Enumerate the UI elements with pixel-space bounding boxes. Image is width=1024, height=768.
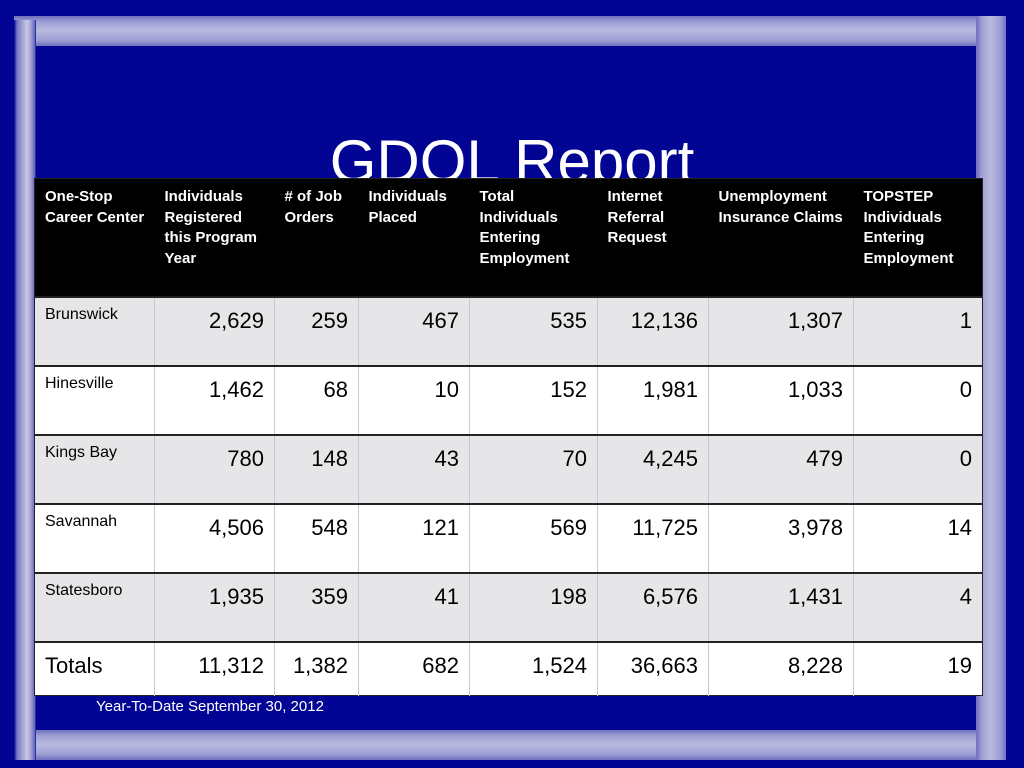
column-header-internet-referral: Internet Referral Request (597, 178, 709, 297)
frame-bottom-band (14, 730, 1006, 760)
topstep-cell: 1 (853, 296, 983, 366)
internet-referral-cell: 12,136 (597, 296, 709, 366)
column-header-center: One-Stop Career Center (34, 178, 155, 297)
report-date-note: Year-To-Date September 30, 2012 (96, 698, 324, 715)
table-row: Brunswick 2,629 259 467 535 12,136 1,307… (34, 296, 983, 366)
table-row: Kings Bay 780 148 43 70 4,245 479 0 (34, 434, 983, 504)
column-header-ui-claims: Unemployment Insurance Claims (708, 178, 854, 297)
placed-cell: 121 (358, 503, 470, 573)
column-header-placed: Individuals Placed (358, 178, 470, 297)
ui-claims-cell: 479 (708, 434, 854, 504)
job-orders-cell: 548 (274, 503, 359, 573)
topstep-total: 19 (853, 641, 983, 696)
ui-claims-cell: 1,033 (708, 365, 854, 435)
entering-employment-cell: 569 (469, 503, 598, 573)
table-row: Savannah 4,506 548 121 569 11,725 3,978 … (34, 503, 983, 573)
job-orders-cell: 259 (274, 296, 359, 366)
column-header-topstep: TOPSTEP Individuals Entering Employment (853, 178, 983, 297)
topstep-cell: 0 (853, 434, 983, 504)
table-row: Hinesville 1,462 68 10 152 1,981 1,033 0 (34, 365, 983, 435)
entering-employment-cell: 70 (469, 434, 598, 504)
entering-employment-total: 1,524 (469, 641, 598, 696)
ui-claims-cell: 3,978 (708, 503, 854, 573)
job-orders-cell: 148 (274, 434, 359, 504)
center-name-cell: Statesboro (34, 572, 155, 642)
topstep-cell: 4 (853, 572, 983, 642)
internet-referral-total: 36,663 (597, 641, 709, 696)
internet-referral-cell: 6,576 (597, 572, 709, 642)
registered-cell: 1,935 (154, 572, 275, 642)
topstep-cell: 0 (853, 365, 983, 435)
frame-left-band (14, 20, 36, 760)
center-name-cell: Hinesville (34, 365, 155, 435)
totals-row: Totals 11,312 1,382 682 1,524 36,663 8,2… (34, 641, 983, 696)
ui-claims-cell: 1,307 (708, 296, 854, 366)
totals-label: Totals (34, 641, 155, 696)
topstep-cell: 14 (853, 503, 983, 573)
internet-referral-cell: 4,245 (597, 434, 709, 504)
center-name-cell: Savannah (34, 503, 155, 573)
registered-cell: 4,506 (154, 503, 275, 573)
column-header-registered: Individuals Registered this Program Year (154, 178, 275, 297)
placed-cell: 467 (358, 296, 470, 366)
center-name-cell: Brunswick (34, 296, 155, 366)
registered-cell: 780 (154, 434, 275, 504)
entering-employment-cell: 198 (469, 572, 598, 642)
registered-cell: 1,462 (154, 365, 275, 435)
frame-top-band (14, 16, 1006, 46)
internet-referral-cell: 11,725 (597, 503, 709, 573)
report-table: One-Stop Career Center Individuals Regis… (34, 178, 983, 696)
job-orders-cell: 359 (274, 572, 359, 642)
column-header-entering-employment: Total Individuals Entering Employment (469, 178, 598, 297)
table-row: Statesboro 1,935 359 41 198 6,576 1,431 … (34, 572, 983, 642)
ui-claims-cell: 1,431 (708, 572, 854, 642)
placed-total: 682 (358, 641, 470, 696)
center-name-cell: Kings Bay (34, 434, 155, 504)
registered-total: 11,312 (154, 641, 275, 696)
placed-cell: 10 (358, 365, 470, 435)
job-orders-total: 1,382 (274, 641, 359, 696)
entering-employment-cell: 152 (469, 365, 598, 435)
registered-cell: 2,629 (154, 296, 275, 366)
placed-cell: 43 (358, 434, 470, 504)
job-orders-cell: 68 (274, 365, 359, 435)
entering-employment-cell: 535 (469, 296, 598, 366)
table-header-row: One-Stop Career Center Individuals Regis… (34, 178, 983, 297)
column-header-job-orders: # of Job Orders (274, 178, 359, 297)
ui-claims-total: 8,228 (708, 641, 854, 696)
placed-cell: 41 (358, 572, 470, 642)
internet-referral-cell: 1,981 (597, 365, 709, 435)
